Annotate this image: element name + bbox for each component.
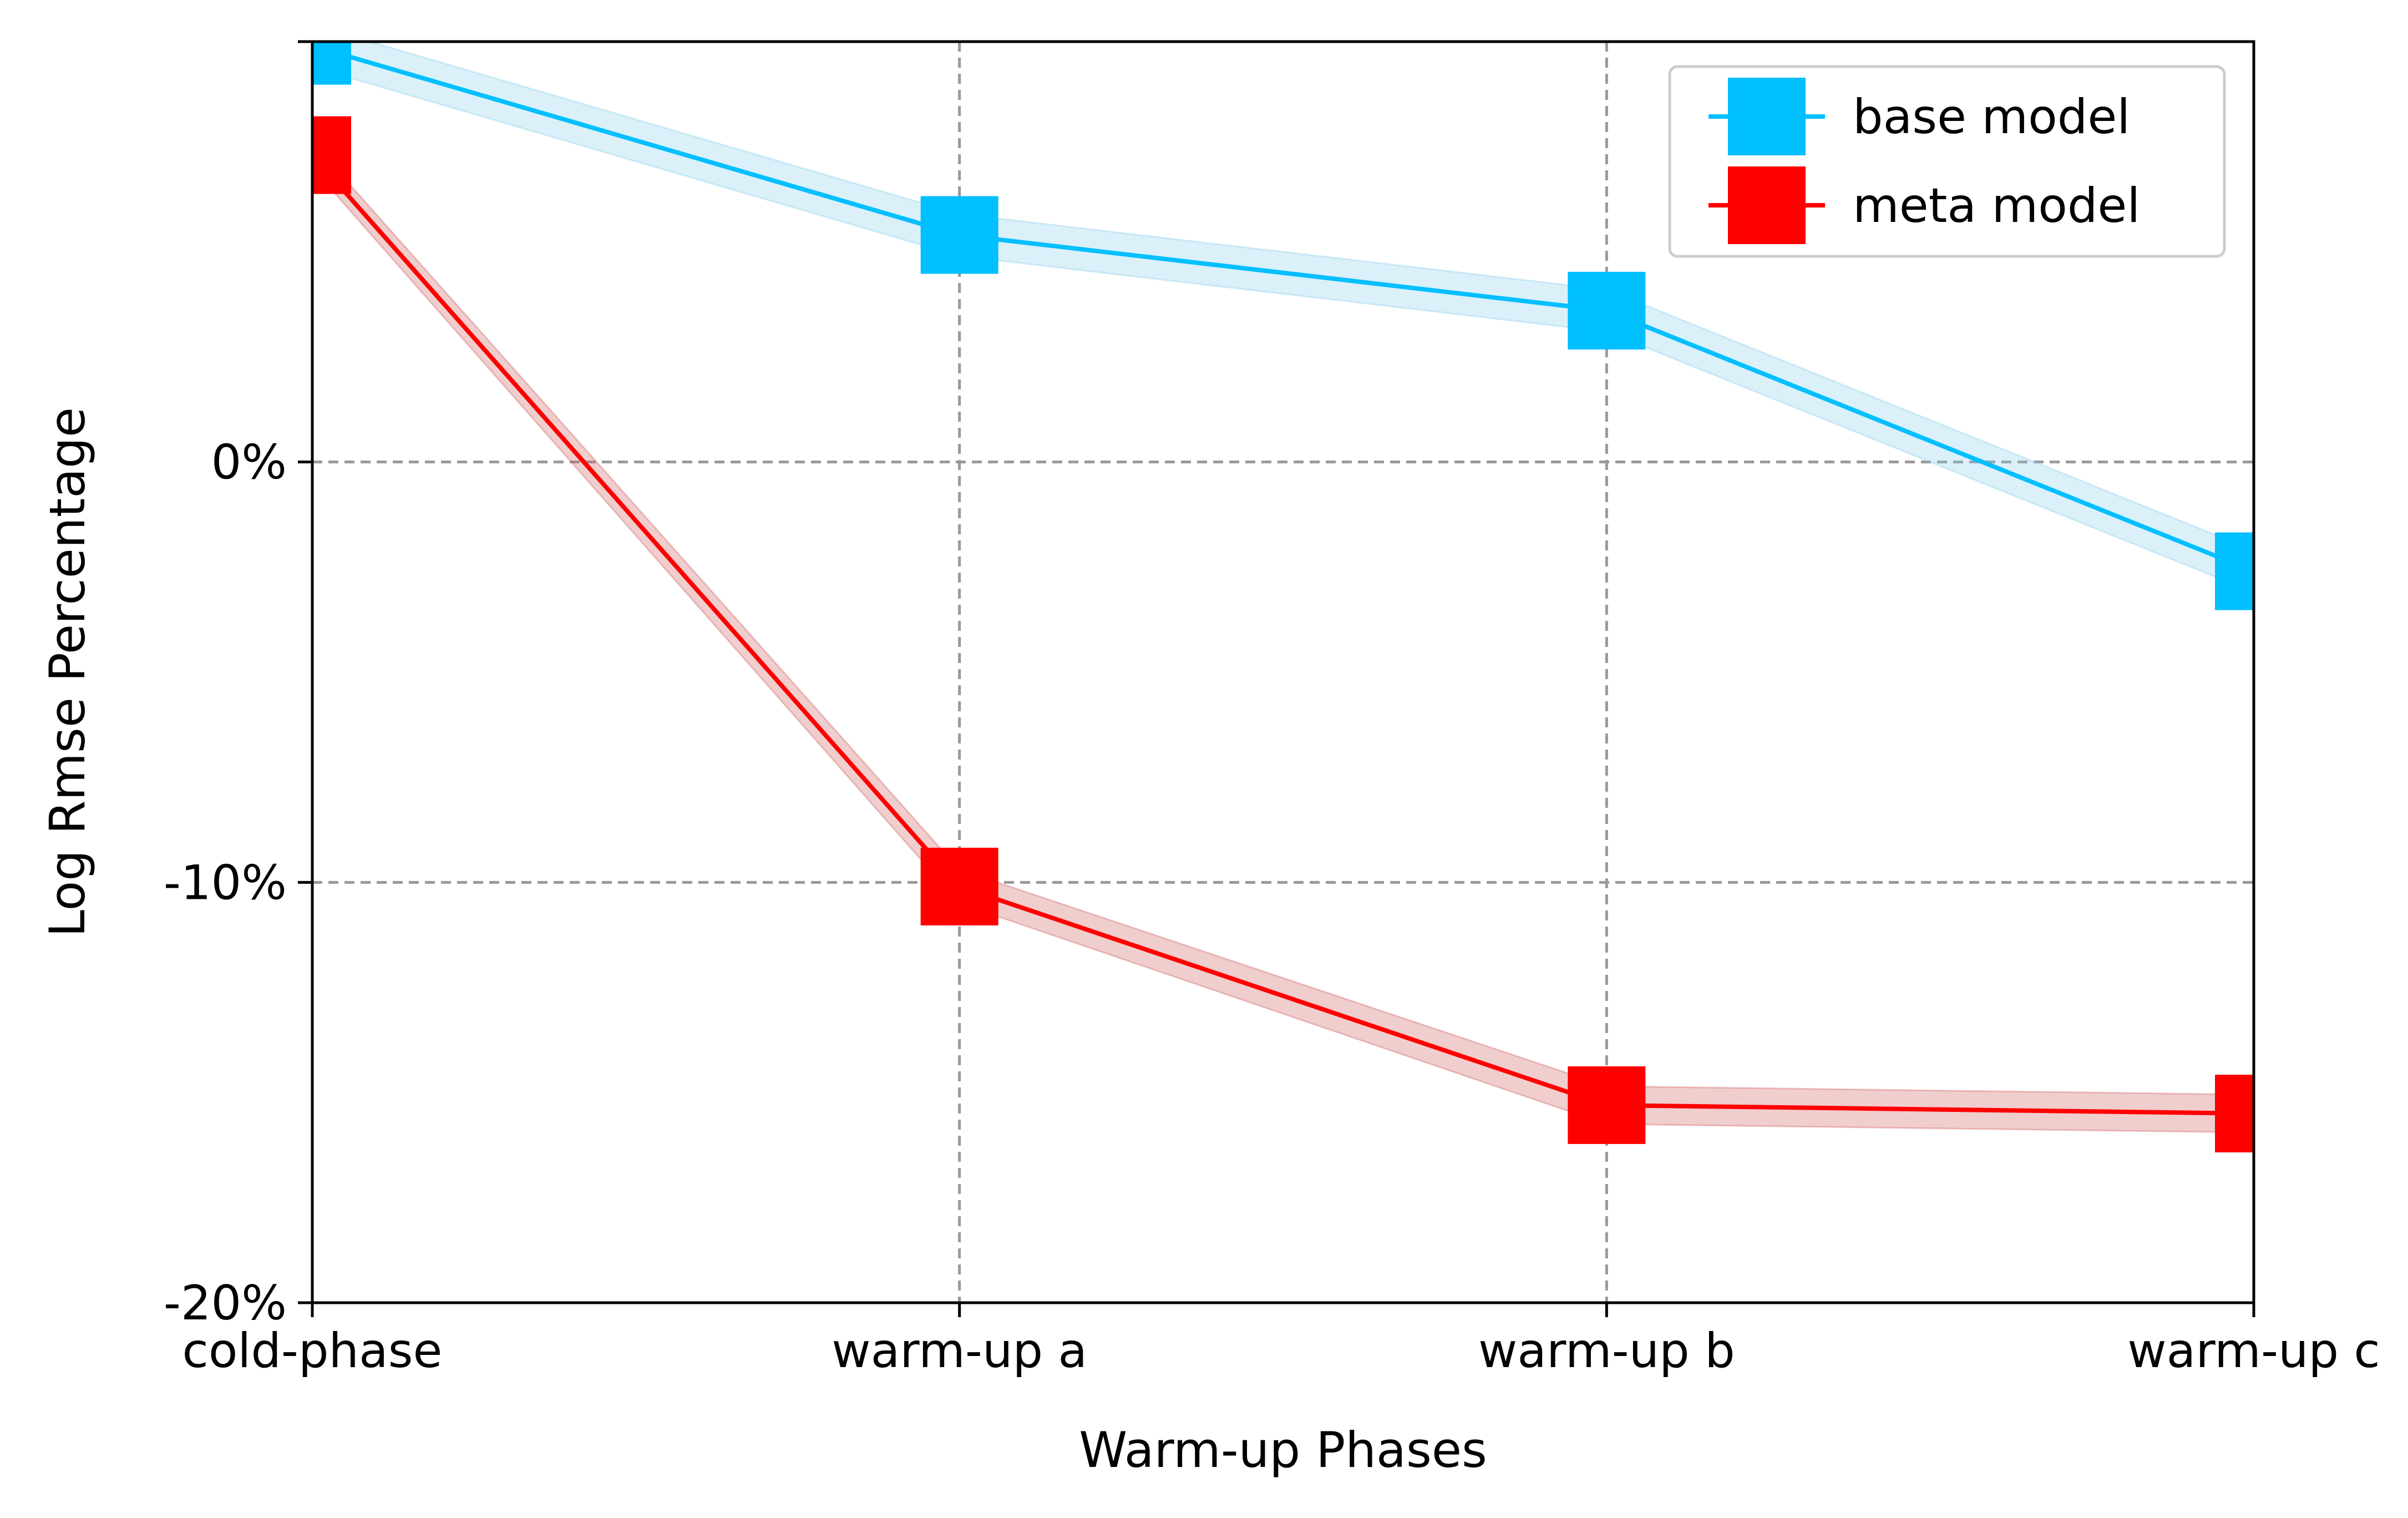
base-model-marker [1568,271,1646,350]
meta-model-marker [920,847,998,925]
base-model-marker [2215,532,2254,610]
axis-ticks: cold-phase warm-up a warm-up b warm-up c -20… [164,40,2380,1379]
series-markers [312,42,2254,1153]
meta-model-line [312,153,2254,1116]
meta-model-marker [1568,1066,1646,1144]
x-tick-label: warm-up a [832,1323,1087,1379]
meta-model-marker [2215,1075,2254,1153]
confidence-bands [312,42,2254,1134]
x-tick-label: cold-phase [182,1323,443,1379]
y-axis-title: Log Rmse Percentage [39,407,96,937]
y-tick-label: -20% [164,1276,287,1331]
legend: base model meta model [1668,65,2226,258]
legend-marker-meta-model [1728,166,1806,244]
base-model-marker [312,42,351,85]
legend-marker-base-model [1728,78,1806,155]
legend-label-meta-model: meta model [1853,178,2140,234]
x-tick-label: warm-up c [2127,1323,2380,1379]
meta-model-marker [312,116,351,194]
base-model-marker [920,196,998,274]
legend-label-base-model: base model [1853,89,2130,145]
meta-model-band [312,141,2254,1134]
series-lines [312,43,2254,1116]
legend-box [1668,65,2226,258]
y-tick-label: -10% [164,855,287,910]
base-model-line [312,43,2254,574]
plot-frame [311,40,2255,1304]
x-tick-label: warm-up b [1478,1323,1735,1379]
y-tick-label: 0% [211,435,287,490]
x-axis-title: Warm-up Phases [1079,1421,1487,1479]
base-model-band [312,42,2254,594]
